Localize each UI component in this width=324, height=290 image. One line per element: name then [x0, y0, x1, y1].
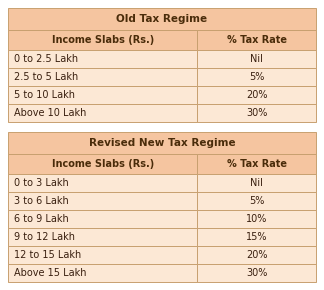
Text: 12 to 15 Lakh: 12 to 15 Lakh [14, 250, 81, 260]
Text: Income Slabs (Rs.): Income Slabs (Rs.) [52, 35, 154, 45]
Text: Nil: Nil [250, 178, 263, 188]
Text: 10%: 10% [246, 214, 267, 224]
Bar [197, 86, 316, 104]
Bar [8, 192, 197, 210]
Bar [8, 68, 197, 86]
Bar [8, 174, 197, 192]
Bar [197, 228, 316, 246]
Text: 0 to 3 Lakh: 0 to 3 Lakh [14, 178, 69, 188]
Text: Income Slabs (Rs.): Income Slabs (Rs.) [52, 159, 154, 169]
Bar [8, 264, 197, 282]
Bar [8, 210, 197, 228]
Text: 5%: 5% [249, 196, 264, 206]
Text: Old Tax Regime: Old Tax Regime [116, 14, 208, 24]
Text: 5%: 5% [249, 72, 264, 82]
Text: Nil: Nil [250, 54, 263, 64]
Text: 2.5 to 5 Lakh: 2.5 to 5 Lakh [14, 72, 78, 82]
Text: 20%: 20% [246, 90, 267, 100]
Text: 15%: 15% [246, 232, 267, 242]
Text: 9 to 12 Lakh: 9 to 12 Lakh [14, 232, 75, 242]
Bar [197, 154, 316, 174]
Text: 6 to 9 Lakh: 6 to 9 Lakh [14, 214, 69, 224]
Bar [8, 228, 197, 246]
Text: 5 to 10 Lakh: 5 to 10 Lakh [14, 90, 75, 100]
Text: Revised New Tax Regime: Revised New Tax Regime [89, 138, 235, 148]
Bar [197, 246, 316, 264]
Text: 20%: 20% [246, 250, 267, 260]
Bar [197, 192, 316, 210]
Text: 30%: 30% [246, 268, 267, 278]
Bar [197, 68, 316, 86]
Bar [197, 264, 316, 282]
Bar [8, 104, 197, 122]
Text: % Tax Rate: % Tax Rate [227, 159, 287, 169]
Bar [197, 174, 316, 192]
Bar [8, 30, 197, 50]
Bar [8, 154, 197, 174]
Bar [8, 246, 197, 264]
Bar [8, 86, 197, 104]
Text: Above 10 Lakh: Above 10 Lakh [14, 108, 87, 118]
Bar [197, 104, 316, 122]
Bar [197, 50, 316, 68]
Bar [197, 210, 316, 228]
Text: Above 15 Lakh: Above 15 Lakh [14, 268, 87, 278]
Bar [197, 30, 316, 50]
Text: 3 to 6 Lakh: 3 to 6 Lakh [14, 196, 69, 206]
Text: 30%: 30% [246, 108, 267, 118]
Bar [8, 132, 316, 154]
Text: % Tax Rate: % Tax Rate [227, 35, 287, 45]
Bar [8, 8, 316, 30]
Bar [8, 50, 197, 68]
Text: 0 to 2.5 Lakh: 0 to 2.5 Lakh [14, 54, 78, 64]
